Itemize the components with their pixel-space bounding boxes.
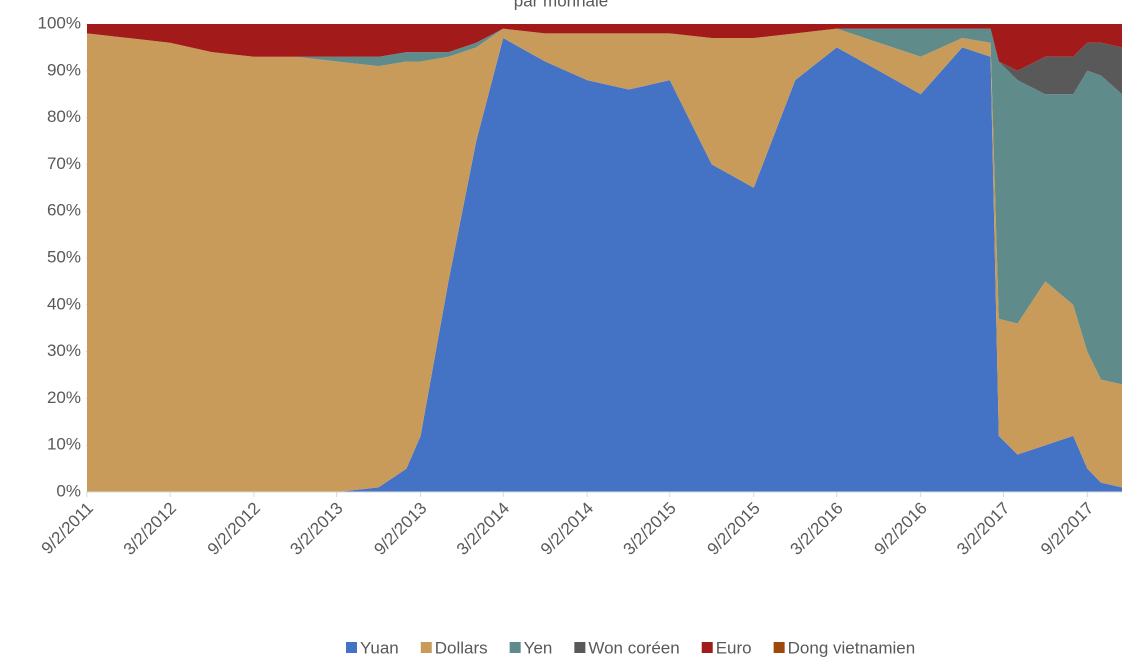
legend-swatch [701,642,713,653]
x-tick-label: 9/2/2011 [38,499,97,558]
x-tick-label: 9/2/2014 [537,499,597,559]
legend-label: Won coréen [588,638,679,657]
legend-swatch [574,642,586,653]
y-tick-label: 90% [47,60,81,79]
x-tick-label: 9/2/2016 [871,499,931,559]
area [87,28,1122,493]
y-tick-label: 20% [47,388,81,407]
legend-label: Yen [524,638,553,657]
x-tick-label: 3/2/2012 [120,499,180,559]
y-tick-label: 10% [47,435,81,454]
x-tick-label: 3/2/2016 [787,499,847,559]
x-tick-label: 3/2/2015 [620,499,680,559]
chart-title: par monnaie [514,0,609,10]
legend-swatch [346,642,357,653]
x-tick-label: 9/2/2017 [1037,499,1097,559]
legend-label: Euro [716,638,752,657]
x-tick-label: 9/2/2013 [370,499,430,559]
legend-swatch [773,642,785,653]
y-tick-label: 0% [56,481,81,500]
x-tick-label: 9/2/2012 [204,499,264,559]
y-tick-label: 30% [47,341,81,360]
area [87,38,1122,492]
legend-label: Dollars [435,638,488,657]
area [87,24,1122,71]
y-tick-label: 40% [47,294,81,313]
legend-label: Yuan [360,638,399,657]
x-tick-label: 9/2/2015 [703,499,763,559]
legend-swatch [420,642,432,653]
y-tick-label: 70% [47,154,81,173]
legend-label: Dong vietnamien [788,638,916,657]
y-tick-label: 50% [47,247,81,266]
legend-swatch [509,642,521,653]
x-tick-label: 3/2/2014 [453,499,513,559]
y-tick-label: 80% [47,107,81,126]
y-tick-label: 60% [47,201,81,220]
x-tick-label: 3/2/2013 [286,499,346,559]
x-tick-label: 3/2/2017 [953,499,1013,559]
y-tick-label: 100% [38,13,81,32]
